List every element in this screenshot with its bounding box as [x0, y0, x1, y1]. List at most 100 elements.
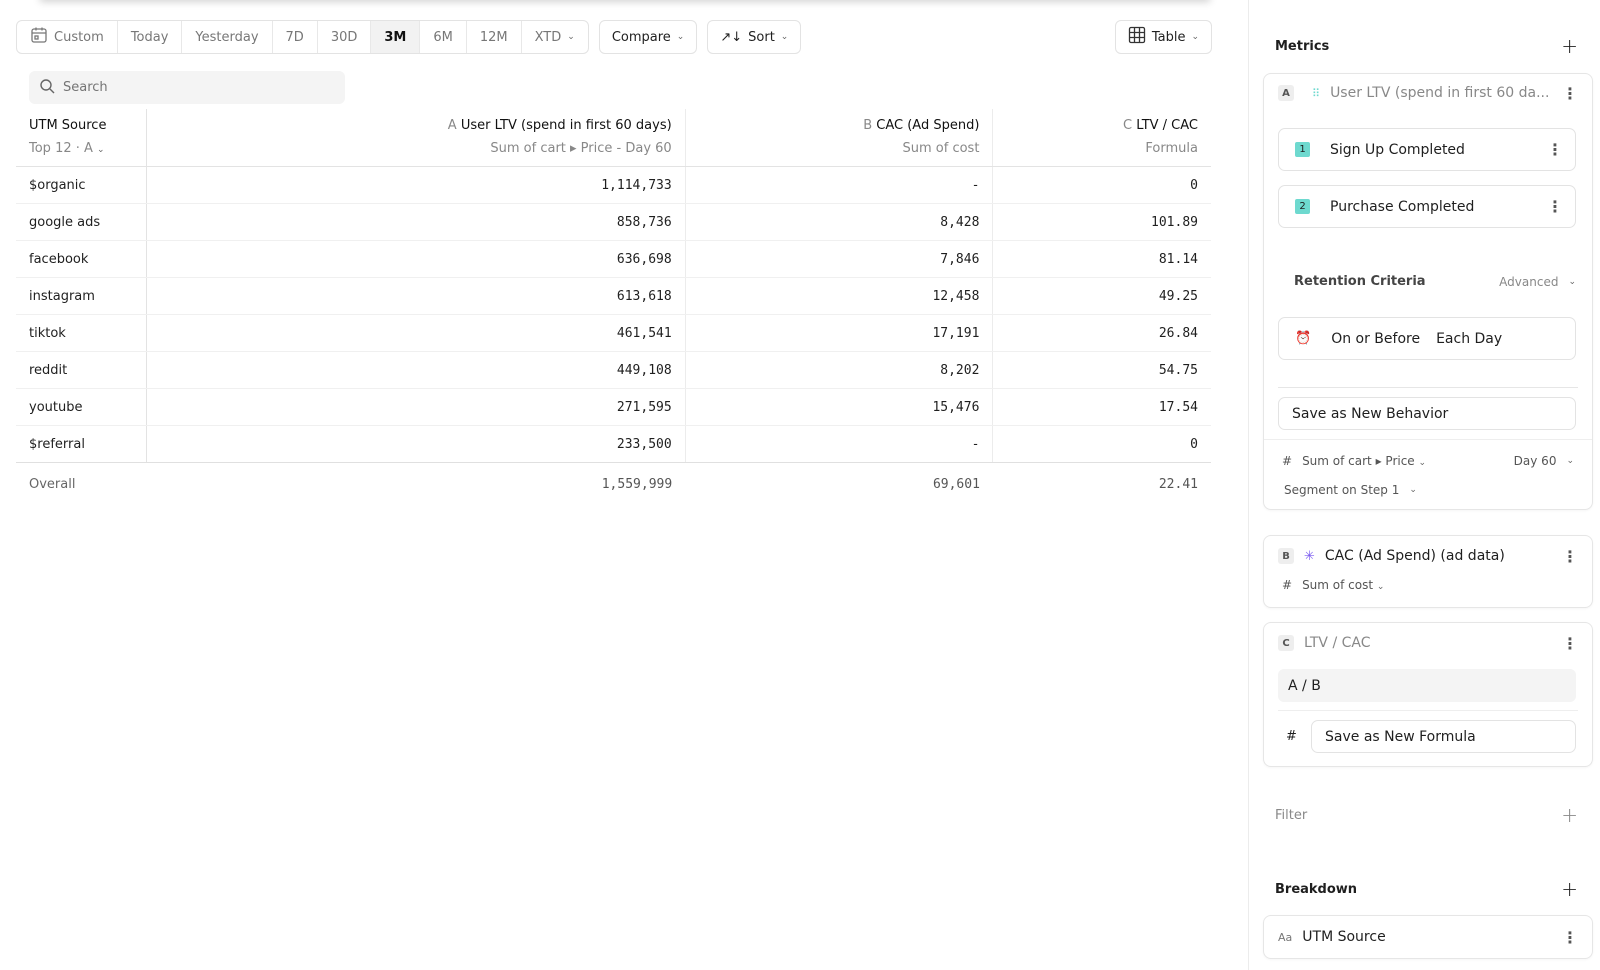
retention-criteria-label: Retention Criteria: [1294, 274, 1426, 289]
sort-button[interactable]: ↗↓ Sort ⌄: [707, 20, 802, 54]
breakdown-header: Breakdown +: [1275, 877, 1578, 901]
add-filter-icon[interactable]: +: [1561, 803, 1578, 827]
date-range-selector: Custom Today Yesterday 7D 30D 3M 6M 12M …: [16, 20, 589, 54]
cell-value: 1,559,999: [601, 477, 673, 493]
filter-header: Filter +: [1275, 803, 1578, 827]
cell-value: 101.89: [992, 203, 1211, 241]
table-row[interactable]: facebook 636,698 7,846 81.14: [16, 240, 1211, 278]
ad-data-icon: ✳: [1304, 548, 1315, 564]
segment-dropdown[interactable]: Segment on Step 1 ⌄: [1284, 483, 1417, 497]
row-label: $organic: [16, 166, 147, 204]
measure-label: Sum of cost: [1302, 578, 1374, 592]
overall-row[interactable]: Overall 1,559,999 69,601 22.41: [16, 463, 1211, 507]
chevron-down-icon: ⌄: [676, 32, 685, 42]
cell-value: 81.14: [992, 240, 1211, 278]
chevron-down-icon: ⌄: [97, 145, 105, 155]
filter-title: Filter: [1275, 807, 1308, 823]
chevron-down-icon: ⌄: [1418, 458, 1427, 468]
day-label: Day 60: [1513, 454, 1557, 468]
date-range-7d[interactable]: 7D: [273, 21, 318, 53]
more-options-icon[interactable]: ⋮: [1562, 84, 1578, 103]
retention-criteria-box[interactable]: ⏰ On or Before Each Day: [1278, 317, 1576, 360]
column-header-c[interactable]: C LTV / CAC Formula: [992, 109, 1211, 167]
view-type-button[interactable]: Table ⌄: [1114, 20, 1212, 54]
add-metric-icon[interactable]: +: [1561, 34, 1578, 58]
column-letter: C: [1123, 118, 1133, 133]
table-row[interactable]: tiktok 461,541 17,191 26.84: [16, 314, 1211, 352]
table-row[interactable]: instagram 613,618 12,458 49.25: [16, 277, 1211, 315]
search-input[interactable]: [63, 80, 323, 95]
toolbar: Custom Today Yesterday 7D 30D 3M 6M 12M …: [16, 20, 1212, 54]
date-range-yesterday[interactable]: Yesterday: [182, 21, 273, 53]
table-row[interactable]: google ads 858,736 8,428 101.89: [16, 203, 1211, 241]
divider: [1278, 710, 1578, 711]
numeric-hash-icon: #: [1282, 578, 1293, 592]
more-options-icon[interactable]: ⋮: [1562, 547, 1578, 566]
more-options-icon[interactable]: ⋮: [1562, 634, 1578, 653]
column-subtitle: Sum of cart ▸ Price - Day 60: [490, 141, 672, 156]
numeric-hash-icon: #: [1286, 729, 1297, 744]
chevron-down-icon: ⌄: [1191, 32, 1199, 42]
cell-value: 49.25: [992, 277, 1211, 315]
column-letter: A: [447, 118, 457, 133]
segment-label: Segment on Step 1: [1284, 483, 1400, 497]
column-title: LTV / CAC: [1136, 118, 1198, 133]
metrics-title: Metrics: [1275, 38, 1330, 54]
more-options-icon[interactable]: ⋮: [1562, 928, 1578, 947]
date-range-6m[interactable]: 6M: [420, 21, 467, 53]
each-day-select[interactable]: Each Day: [1436, 330, 1503, 347]
row-label: reddit: [16, 351, 147, 389]
compare-button[interactable]: Compare ⌄: [598, 20, 698, 54]
date-range-30d[interactable]: 30D: [318, 21, 372, 53]
more-options-icon[interactable]: ⋮: [1547, 197, 1563, 216]
top-selector[interactable]: Top 12 · A ⌄: [29, 141, 133, 156]
column-header-a[interactable]: A User LTV (spend in first 60 days) Sum o…: [146, 109, 686, 167]
date-range-xtd[interactable]: XTD ⌄: [522, 21, 588, 53]
date-range-12m[interactable]: 12M: [467, 21, 522, 53]
cell-value: 69,601: [932, 477, 980, 493]
step-2[interactable]: 2 Purchase Completed ⋮: [1278, 185, 1576, 228]
row-label: youtube: [16, 388, 147, 426]
save-as-new-formula-button[interactable]: Save as New Formula: [1311, 720, 1576, 753]
chevron-down-icon: ⌄: [567, 32, 575, 42]
metric-title[interactable]: CAC (Ad Spend) (ad data): [1324, 548, 1505, 564]
table-icon: [1128, 26, 1146, 48]
cell-value: 636,698: [146, 240, 686, 278]
measure-dropdown[interactable]: Sum of cart ▸ Price ⌄: [1302, 454, 1426, 468]
chevron-down-icon: ⌄: [1409, 485, 1417, 495]
table-row[interactable]: youtube 271,595 15,476 17.54: [16, 388, 1211, 426]
breakdown-item[interactable]: Aa UTM Source ⋮: [1263, 915, 1593, 959]
on-or-before-select[interactable]: On or Before: [1331, 330, 1421, 347]
table-row[interactable]: $referral 233,500-0: [16, 425, 1211, 463]
date-range-custom[interactable]: Custom: [17, 21, 118, 53]
table-row[interactable]: $organic 1,114,733-0: [16, 166, 1211, 204]
metric-title[interactable]: LTV / CAC: [1304, 635, 1371, 651]
data-table: UTM Source Top 12 · A ⌄ A User LTV (spend…: [16, 109, 1211, 507]
column-title: CAC (Ad Spend): [876, 118, 980, 133]
cell-value: 26.84: [992, 314, 1211, 352]
divider: [1278, 387, 1578, 388]
metric-title[interactable]: User LTV (spend in first 60 da...: [1330, 85, 1550, 101]
add-breakdown-icon[interactable]: +: [1561, 877, 1578, 901]
column-header-b[interactable]: B CAC (Ad Spend) Sum of cost: [685, 109, 994, 167]
formula-input[interactable]: A / B: [1278, 669, 1576, 702]
step-label: Purchase Completed: [1330, 198, 1475, 215]
row-label: google ads: [16, 203, 147, 241]
more-options-icon[interactable]: ⋮: [1547, 140, 1563, 159]
measure-dropdown[interactable]: Sum of cost ⌄: [1302, 578, 1384, 592]
step-1[interactable]: 1 Sign Up Completed ⋮: [1278, 128, 1576, 171]
advanced-dropdown[interactable]: Advanced ⌄: [1499, 275, 1576, 289]
row-label: Overall: [29, 477, 76, 493]
date-range-3m[interactable]: 3M: [371, 21, 421, 53]
save-as-new-behavior-button[interactable]: Save as New Behavior: [1278, 397, 1576, 430]
query-panel: Metrics + A ⠿ User LTV (spend in first 60 d…: [1248, 0, 1600, 970]
sort-label: Sort: [748, 29, 775, 45]
metric-letter-badge: C: [1278, 635, 1294, 651]
date-range-today[interactable]: Today: [118, 21, 183, 53]
table-row[interactable]: reddit 449,108 8,202 54.75: [16, 351, 1211, 389]
numeric-hash-icon: #: [1282, 454, 1293, 468]
metric-card-b: B ✳ CAC (Ad Spend) (ad data) ⋮ # Sum of cos…: [1263, 535, 1593, 608]
day-dropdown[interactable]: Day 60 ⌄: [1514, 454, 1574, 468]
column-header-utm-source[interactable]: UTM Source Top 12 · A ⌄: [16, 109, 147, 167]
step-number: 1: [1295, 142, 1310, 157]
